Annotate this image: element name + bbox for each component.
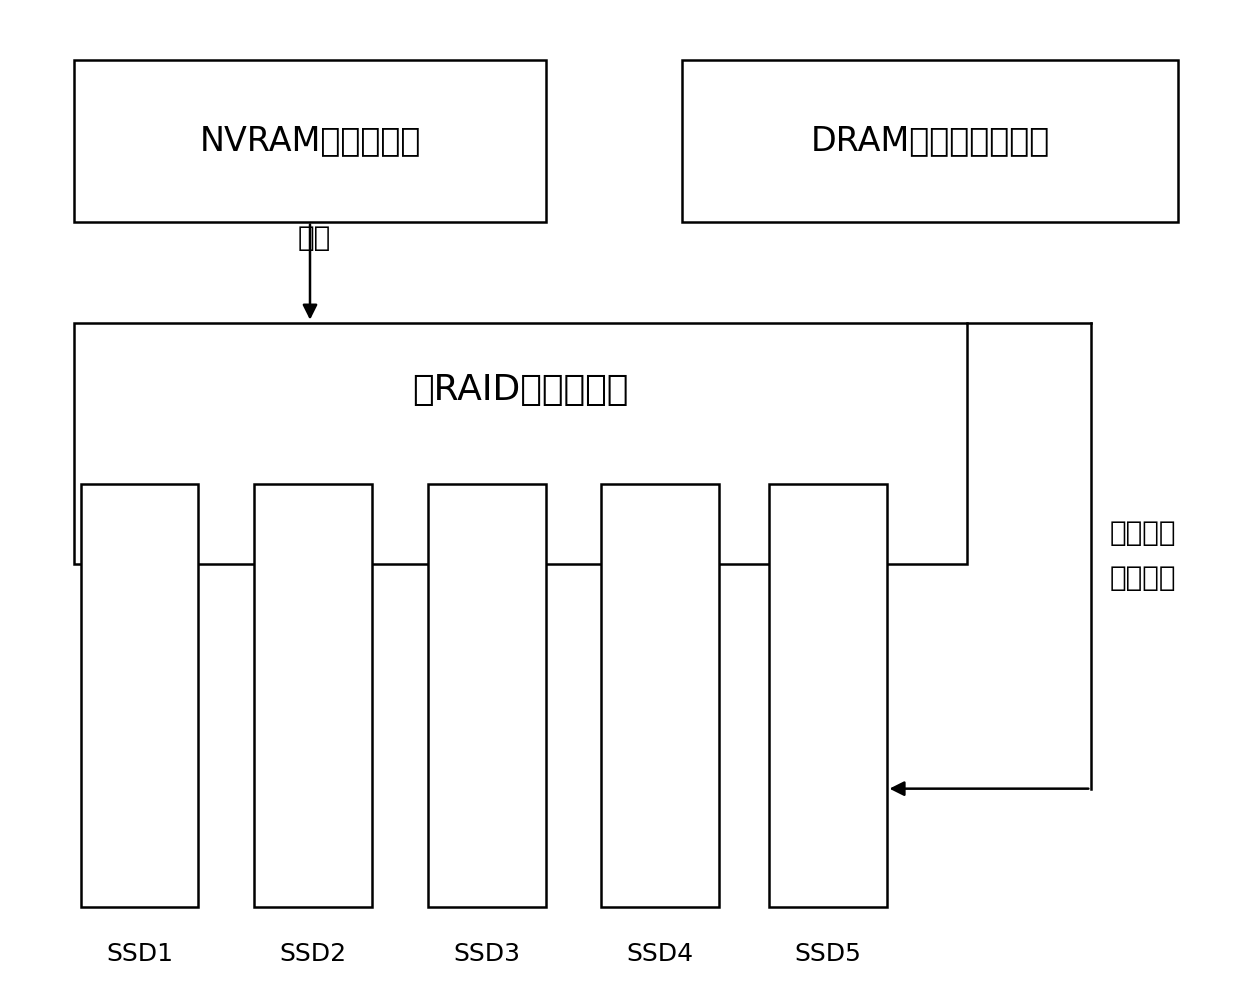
Text: DRAM上层写缓存备份: DRAM上层写缓存备份 (811, 125, 1049, 157)
Bar (74, 60, 546, 222)
Bar (74, 323, 967, 564)
Bar (428, 484, 546, 907)
Text: 条带: 条带 (298, 224, 331, 252)
Text: SSD3: SSD3 (453, 942, 521, 967)
Text: 子RAID下层写缓存: 子RAID下层写缓存 (413, 373, 629, 407)
Bar (601, 484, 719, 907)
Text: SSD2: SSD2 (279, 942, 347, 967)
Text: SSD4: SSD4 (626, 942, 694, 967)
Bar (682, 60, 1178, 222)
Text: 数据还原
校验更新: 数据还原 校验更新 (1110, 519, 1177, 593)
Bar (769, 484, 887, 907)
Text: SSD5: SSD5 (795, 942, 861, 967)
Text: NVRAM上层写缓存: NVRAM上层写缓存 (200, 125, 420, 157)
Bar (254, 484, 372, 907)
Text: SSD1: SSD1 (105, 942, 174, 967)
Bar (81, 484, 198, 907)
